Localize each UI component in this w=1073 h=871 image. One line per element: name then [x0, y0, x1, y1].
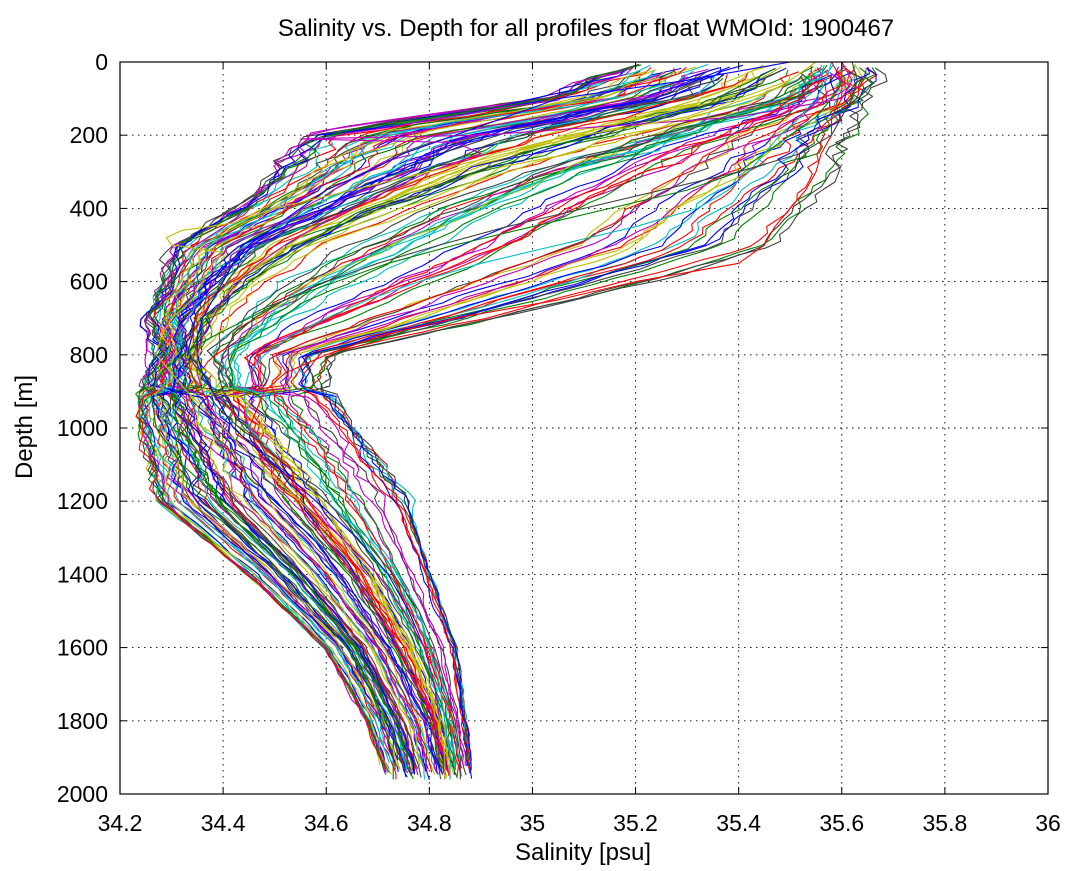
salinity-profile-line: [220, 76, 807, 769]
y-tick-label: 2000: [57, 781, 108, 807]
x-tick-label: 35.4: [716, 810, 761, 836]
tick-layer: 34.2 34.4 34.6 34.8 35 35.2 35.4 35.6 35.8 36 0 200…: [57, 49, 1061, 836]
salinity-profile-line: [171, 75, 714, 775]
salinity-profile-line: [246, 67, 823, 766]
salinity-profile-line: [155, 61, 817, 780]
salinity-profile-line: [196, 61, 791, 780]
y-tick-label: 1200: [57, 488, 108, 514]
salinity-profile-line: [152, 66, 731, 772]
salinity-profile-line: [149, 70, 694, 764]
x-tick-label: 34.4: [201, 810, 246, 836]
salinity-profile-line: [253, 67, 822, 773]
salinity-profile-line: [159, 70, 655, 769]
y-tick-label: 600: [70, 269, 108, 295]
salinity-profile-line: [189, 74, 728, 773]
salinity-profile-line: [226, 67, 858, 773]
chart-title: Salinity vs. Depth for all profiles for …: [278, 15, 894, 42]
x-tick-label: 34.6: [304, 810, 349, 836]
salinity-profile-line: [189, 67, 787, 780]
salinity-profile-line: [139, 68, 657, 775]
salinity-profile-line: [141, 67, 634, 773]
y-tick-label: 1000: [57, 415, 108, 441]
salinity-profile-line: [223, 71, 842, 771]
y-tick-label: 200: [70, 122, 108, 148]
salinity-profile-line: [190, 67, 817, 767]
salinity-profile-line: [135, 66, 687, 773]
salinity-profile-line: [178, 69, 782, 770]
x-tick-label: 35.8: [923, 810, 968, 836]
salinity-profile-line: [300, 66, 871, 779]
salinity-profile-line: [298, 67, 877, 767]
x-tick-label: 35.2: [613, 810, 658, 836]
x-tick-label: 35.6: [819, 810, 864, 836]
salinity-profile-line: [229, 76, 823, 770]
salinity-profile-line: [194, 74, 791, 768]
salinity-profile-line: [137, 74, 632, 760]
salinity-profile-line: [155, 72, 665, 778]
salinity-profile-line: [163, 75, 686, 775]
salinity-profile-line: [303, 70, 863, 770]
y-tick-label: 1800: [57, 708, 108, 734]
x-axis-title: Salinity [psu]: [515, 839, 651, 866]
x-tick-label: 36: [1035, 810, 1061, 836]
salinity-profile-line: [152, 63, 709, 764]
salinity-profile-line: [232, 70, 832, 776]
y-axis-title: Depth [m]: [11, 375, 38, 479]
salinity-profile-line: [148, 68, 626, 775]
y-tick-label: 1400: [57, 561, 108, 587]
salinity-profile-line: [138, 69, 626, 762]
y-tick-label: 800: [70, 342, 108, 368]
salinity-profile-line: [258, 64, 828, 770]
salinity-profile-line: [150, 62, 843, 780]
y-tick-label: 400: [70, 195, 108, 221]
salinity-profile-line: [141, 64, 642, 770]
salinity-profile-line: [196, 61, 853, 780]
x-tick-label: 34.2: [98, 810, 143, 836]
y-tick-label: 0: [95, 49, 108, 75]
salinity-profile-line: [243, 61, 833, 780]
salinity-profile-line: [185, 74, 764, 767]
salinity-profile-line: [167, 68, 709, 775]
salinity-profile-line: [228, 66, 814, 779]
salinity-profile-line: [202, 71, 799, 764]
salinity-profile-line: [283, 66, 851, 766]
x-tick-label: 35: [520, 810, 546, 836]
salinity-profile-line: [135, 77, 601, 770]
salinity-profile-line: [271, 70, 846, 777]
salinity-profile-line: [236, 74, 827, 774]
x-tick-label: 34.8: [407, 810, 452, 836]
salinity-profile-line: [160, 64, 743, 777]
salinity-profile-line: [217, 61, 858, 780]
y-tick-label: 1600: [57, 635, 108, 661]
salinity-profile-line: [171, 68, 775, 761]
salinity-profile-line: [224, 76, 807, 775]
series-layer: [135, 61, 888, 780]
salinity-profile-line: [153, 71, 665, 771]
salinity-profile-line: [218, 73, 833, 767]
salinity-profile-line: [144, 64, 651, 764]
